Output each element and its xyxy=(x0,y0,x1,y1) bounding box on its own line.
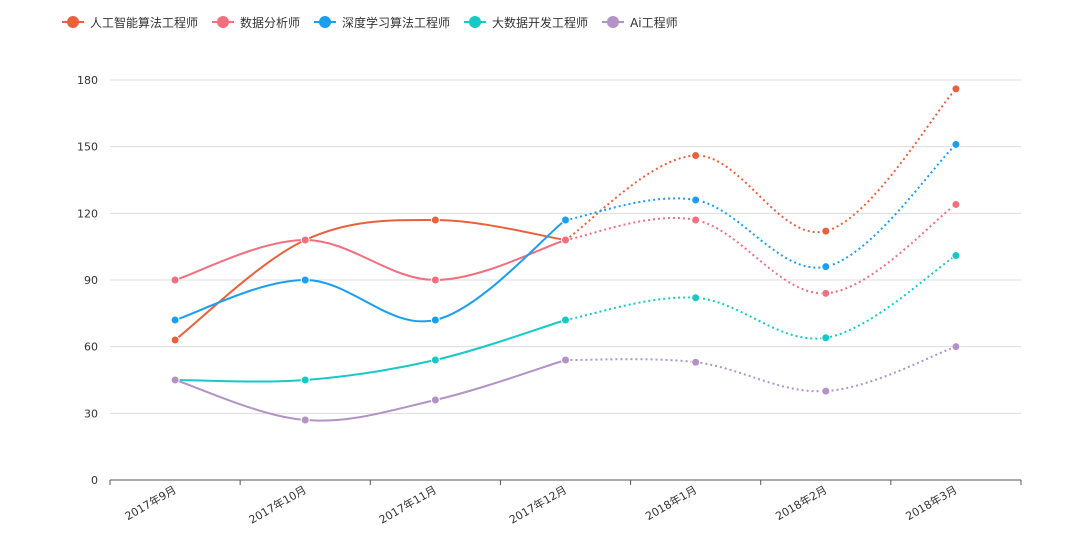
x-tick-label: 2017年11月 xyxy=(376,482,438,526)
data-point xyxy=(170,375,180,385)
x-tick-label: 2018年1月 xyxy=(643,482,699,523)
data-point xyxy=(300,415,310,425)
data-point xyxy=(951,342,961,352)
data-point xyxy=(430,275,440,285)
data-point xyxy=(430,395,440,405)
series-line-actual xyxy=(174,359,566,422)
legend-swatch-dot xyxy=(469,16,482,28)
data-point xyxy=(300,235,310,245)
series-line-actual xyxy=(174,219,567,323)
data-point xyxy=(821,262,831,272)
data-point xyxy=(300,375,310,385)
legend-swatch-icon xyxy=(212,16,235,28)
legend-label: 大数据开发工程师 xyxy=(492,15,589,30)
x-tick-label: 2018年3月 xyxy=(903,482,959,523)
data-point xyxy=(691,151,701,161)
data-point xyxy=(170,315,180,325)
series-0 xyxy=(170,84,961,345)
data-point xyxy=(821,288,831,298)
data-point xyxy=(951,251,961,261)
y-tick-label: 60 xyxy=(84,341,98,354)
data-point xyxy=(170,335,180,345)
series-line-forecast xyxy=(565,254,957,340)
legend-item[interactable]: 数据分析师 xyxy=(212,14,300,31)
series-4 xyxy=(170,342,961,425)
legend-swatch-icon xyxy=(464,16,487,28)
legend-item[interactable]: 人工智能算法工程师 xyxy=(62,14,198,31)
data-point xyxy=(691,293,701,303)
legend-swatch-dot xyxy=(607,16,620,28)
legend-swatch-dot xyxy=(319,16,332,28)
series-2 xyxy=(170,139,961,325)
y-tick-label: 90 xyxy=(84,274,98,287)
y-tick-label: 180 xyxy=(77,74,98,87)
legend-swatch-dot xyxy=(67,16,79,28)
data-point xyxy=(821,386,831,396)
legend-swatch-icon xyxy=(314,16,337,28)
series-1 xyxy=(170,199,961,298)
x-tick-label: 2017年9月 xyxy=(122,482,178,523)
legend-label: 深度学习算法工程师 xyxy=(342,15,451,30)
data-point xyxy=(951,84,961,94)
data-point xyxy=(430,215,440,225)
data-point xyxy=(561,315,570,325)
legend-label: Ai工程师 xyxy=(630,15,678,30)
x-tick-label: 2018年2月 xyxy=(773,482,829,523)
legend-item[interactable]: 大数据开发工程师 xyxy=(464,14,588,31)
chart-legend: 人工智能算法工程师 数据分析师 深度学习算法工程师 大数据开发工程师 Ai工程师 xyxy=(62,12,692,32)
x-tick-label: 2017年10月 xyxy=(246,482,308,526)
y-tick-label: 0 xyxy=(91,474,98,487)
data-point xyxy=(951,199,961,209)
series-line-forecast xyxy=(565,203,957,295)
series-line-forecast xyxy=(565,345,957,393)
y-tick-label: 150 xyxy=(77,141,98,154)
series-line-actual xyxy=(174,238,566,282)
data-point xyxy=(561,215,570,225)
legend-label: 人工智能算法工程师 xyxy=(90,15,199,30)
data-point xyxy=(300,275,310,285)
data-point xyxy=(430,355,440,365)
data-point xyxy=(691,195,701,205)
series-line-actual xyxy=(174,218,566,341)
data-point xyxy=(430,315,440,325)
legend-swatch-icon xyxy=(602,16,625,28)
data-point xyxy=(691,215,701,225)
legend-item[interactable]: 深度学习算法工程师 xyxy=(314,14,450,31)
data-point xyxy=(561,355,570,365)
series-line-actual xyxy=(175,319,566,383)
data-point xyxy=(951,139,961,149)
series-line-forecast xyxy=(565,143,957,269)
data-point xyxy=(821,333,831,343)
y-tick-label: 30 xyxy=(84,407,98,420)
data-point xyxy=(170,275,180,285)
y-tick-label: 120 xyxy=(77,207,98,220)
x-tick-label: 2017年12月 xyxy=(507,482,569,526)
legend-item[interactable]: Ai工程师 xyxy=(602,14,678,31)
legend-label: 数据分析师 xyxy=(240,15,301,30)
data-point xyxy=(691,357,701,367)
legend-swatch-icon xyxy=(62,16,84,28)
legend-swatch-dot xyxy=(217,16,230,28)
data-point xyxy=(561,235,570,245)
data-point xyxy=(821,226,831,236)
series-line-forecast xyxy=(564,88,957,241)
